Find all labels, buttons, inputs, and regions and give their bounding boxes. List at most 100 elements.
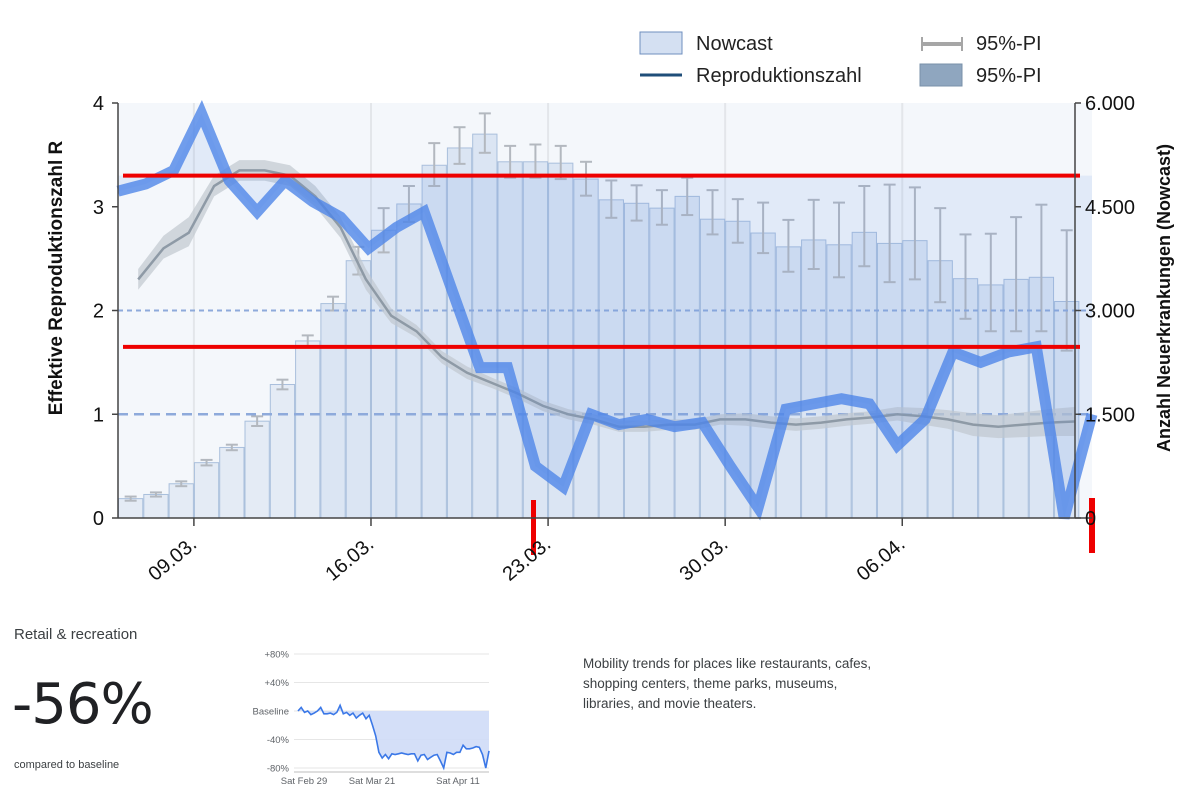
nowcast-errorbar xyxy=(200,458,213,467)
nowcast-bar xyxy=(497,161,523,519)
nowcast-errorbar xyxy=(984,232,997,333)
nowcast-bar xyxy=(370,229,397,519)
mini-gridlines: +80% +40% Baseline -40% -80% xyxy=(253,650,489,775)
mini-x-tick-label: Sat Mar 21 xyxy=(349,776,395,787)
mini-y-tick-label: +80% xyxy=(264,650,289,661)
nowcast-errorbar xyxy=(757,201,770,255)
nowcast-errorbar xyxy=(782,218,795,273)
mini-y-tick-label: +40% xyxy=(264,678,289,689)
nowcast-bar xyxy=(244,420,270,519)
nowcast-errorbar xyxy=(175,480,188,488)
nowcast-errorbar xyxy=(959,233,972,320)
nowcast-errorbar xyxy=(681,176,694,217)
nowcast-bar xyxy=(623,202,650,519)
nowcast-bar xyxy=(775,246,802,519)
y-left-tick-label: 2 xyxy=(93,301,104,323)
retail-percent-value: -56% xyxy=(12,672,154,737)
nowcast-errorbar xyxy=(149,491,162,498)
nowcast-bar xyxy=(219,446,245,519)
nowcast-errorbar xyxy=(858,185,871,268)
mini-y-tick-label: Baseline xyxy=(253,707,289,718)
mini-trend-line xyxy=(297,703,490,771)
mini-x-tick-label: Sat Apr 11 xyxy=(436,776,480,787)
nowcast-errorbar xyxy=(883,183,896,284)
y-right-tick-label: 0 xyxy=(1085,508,1096,530)
nowcast-bar xyxy=(826,244,852,519)
nowcast-errorbar xyxy=(453,126,466,165)
retail-subtitle: compared to baseline xyxy=(14,759,120,771)
highlight-marker xyxy=(1089,498,1095,553)
y-left-tick-label: 1 xyxy=(93,404,104,426)
nowcast-errorbar xyxy=(908,186,921,281)
nowcast-errorbar xyxy=(706,189,719,236)
y-axis-right-title: Anzahl Neuerkrankungen (Nowcast) xyxy=(1154,144,1174,452)
nowcast-errorbar xyxy=(529,143,542,179)
nowcast-bar xyxy=(320,303,346,519)
mini-area-fill xyxy=(298,705,489,768)
y-right-tick-label: 4.500 xyxy=(1085,197,1135,219)
nowcast-bar xyxy=(193,462,220,519)
highlight-lines xyxy=(123,173,1095,555)
x-tick-label: 23.03. xyxy=(499,533,556,586)
x-tick-label: 09.03. xyxy=(144,533,201,586)
retail-title: Retail & recreation xyxy=(14,626,138,643)
nowcast-bar xyxy=(396,203,422,519)
nowcast-bar xyxy=(699,218,726,519)
mobility-description: Mobility trends for places like restaura… xyxy=(583,656,872,711)
nowcast-errorbar xyxy=(1035,203,1048,333)
nowcast-errorbar xyxy=(276,378,289,391)
x-tick-label: 30.03. xyxy=(676,533,733,586)
y-right-tick-label: 6.000 xyxy=(1085,93,1135,115)
nowcast-errorbar xyxy=(1060,229,1073,352)
y-right-tick-label: 3.000 xyxy=(1085,301,1135,323)
nowcast-errorbar xyxy=(251,415,264,428)
nowcast-errorbar xyxy=(580,160,593,197)
retail-mobility-chart: +80% +40% Baseline -40% -80% Sat Feb 29 Sat M… xyxy=(253,650,490,787)
nowcast-errorbar xyxy=(478,112,491,154)
nowcast-bar xyxy=(851,231,877,519)
legend-label-reproduktionszahl: Reproduktionszahl xyxy=(696,65,862,87)
y-axis-left-title: Effektive Reproduktionszahl R xyxy=(46,140,67,415)
nowcast-bar xyxy=(345,260,371,519)
legend-swatch-pi-band xyxy=(919,63,963,87)
nowcast-errorbar xyxy=(630,184,643,222)
x-tick-label: 16.03. xyxy=(321,533,378,586)
highlight-marker xyxy=(531,500,536,555)
nowcast-errorbar xyxy=(833,201,846,279)
nowcast-errorbar xyxy=(655,189,668,226)
nowcast-bar xyxy=(472,133,498,519)
x-tick-label: 06.04. xyxy=(853,533,910,586)
mini-line xyxy=(297,703,490,771)
nowcast-errorbar xyxy=(428,142,441,187)
legend-label-pi-errorbar: 95%-PI xyxy=(976,33,1042,55)
y-left-tick-label: 4 xyxy=(93,93,104,115)
legend: Nowcast Reproduktionszahl 95%-PI 95%-PI xyxy=(639,31,1042,87)
nowcast-errorbar xyxy=(934,207,947,304)
overlay-trend-line xyxy=(116,99,1098,521)
mini-y-tick-label: -80% xyxy=(267,764,290,775)
nowcast-bar xyxy=(269,384,296,519)
overlay-trend xyxy=(116,99,1098,521)
nowcast-errorbar xyxy=(554,144,567,181)
nowcast-bar xyxy=(598,199,624,519)
mini-axes: Sat Feb 29 Sat Mar 21 Sat Apr 11 xyxy=(281,771,489,787)
nowcast-errorbar xyxy=(225,443,238,452)
nowcast-errorbar xyxy=(807,198,820,270)
mini-y-tick-label: -40% xyxy=(267,735,290,746)
legend-label-nowcast: Nowcast xyxy=(696,33,773,55)
nowcast-bar xyxy=(143,493,169,519)
nowcast-bar xyxy=(295,340,321,519)
nowcast-bar xyxy=(801,239,827,519)
r-nowcast-chart: Nowcast Reproduktionszahl 95%-PI 95%-PI … xyxy=(46,31,1174,586)
nowcast-errorbar xyxy=(124,495,137,502)
overlay-shade xyxy=(118,113,1092,519)
mini-area xyxy=(298,705,489,768)
legend-swatch-errorbar xyxy=(921,37,963,51)
y-left-tick-label: 3 xyxy=(93,197,104,219)
legend-label-pi-band: 95%-PI xyxy=(976,65,1042,87)
nowcast-errorbar xyxy=(504,144,517,179)
y-left-tick-label: 0 xyxy=(93,508,104,530)
nowcast-errorbar xyxy=(731,198,744,244)
nowcast-bar xyxy=(168,483,194,519)
nowcast-errorbar xyxy=(1010,216,1023,333)
